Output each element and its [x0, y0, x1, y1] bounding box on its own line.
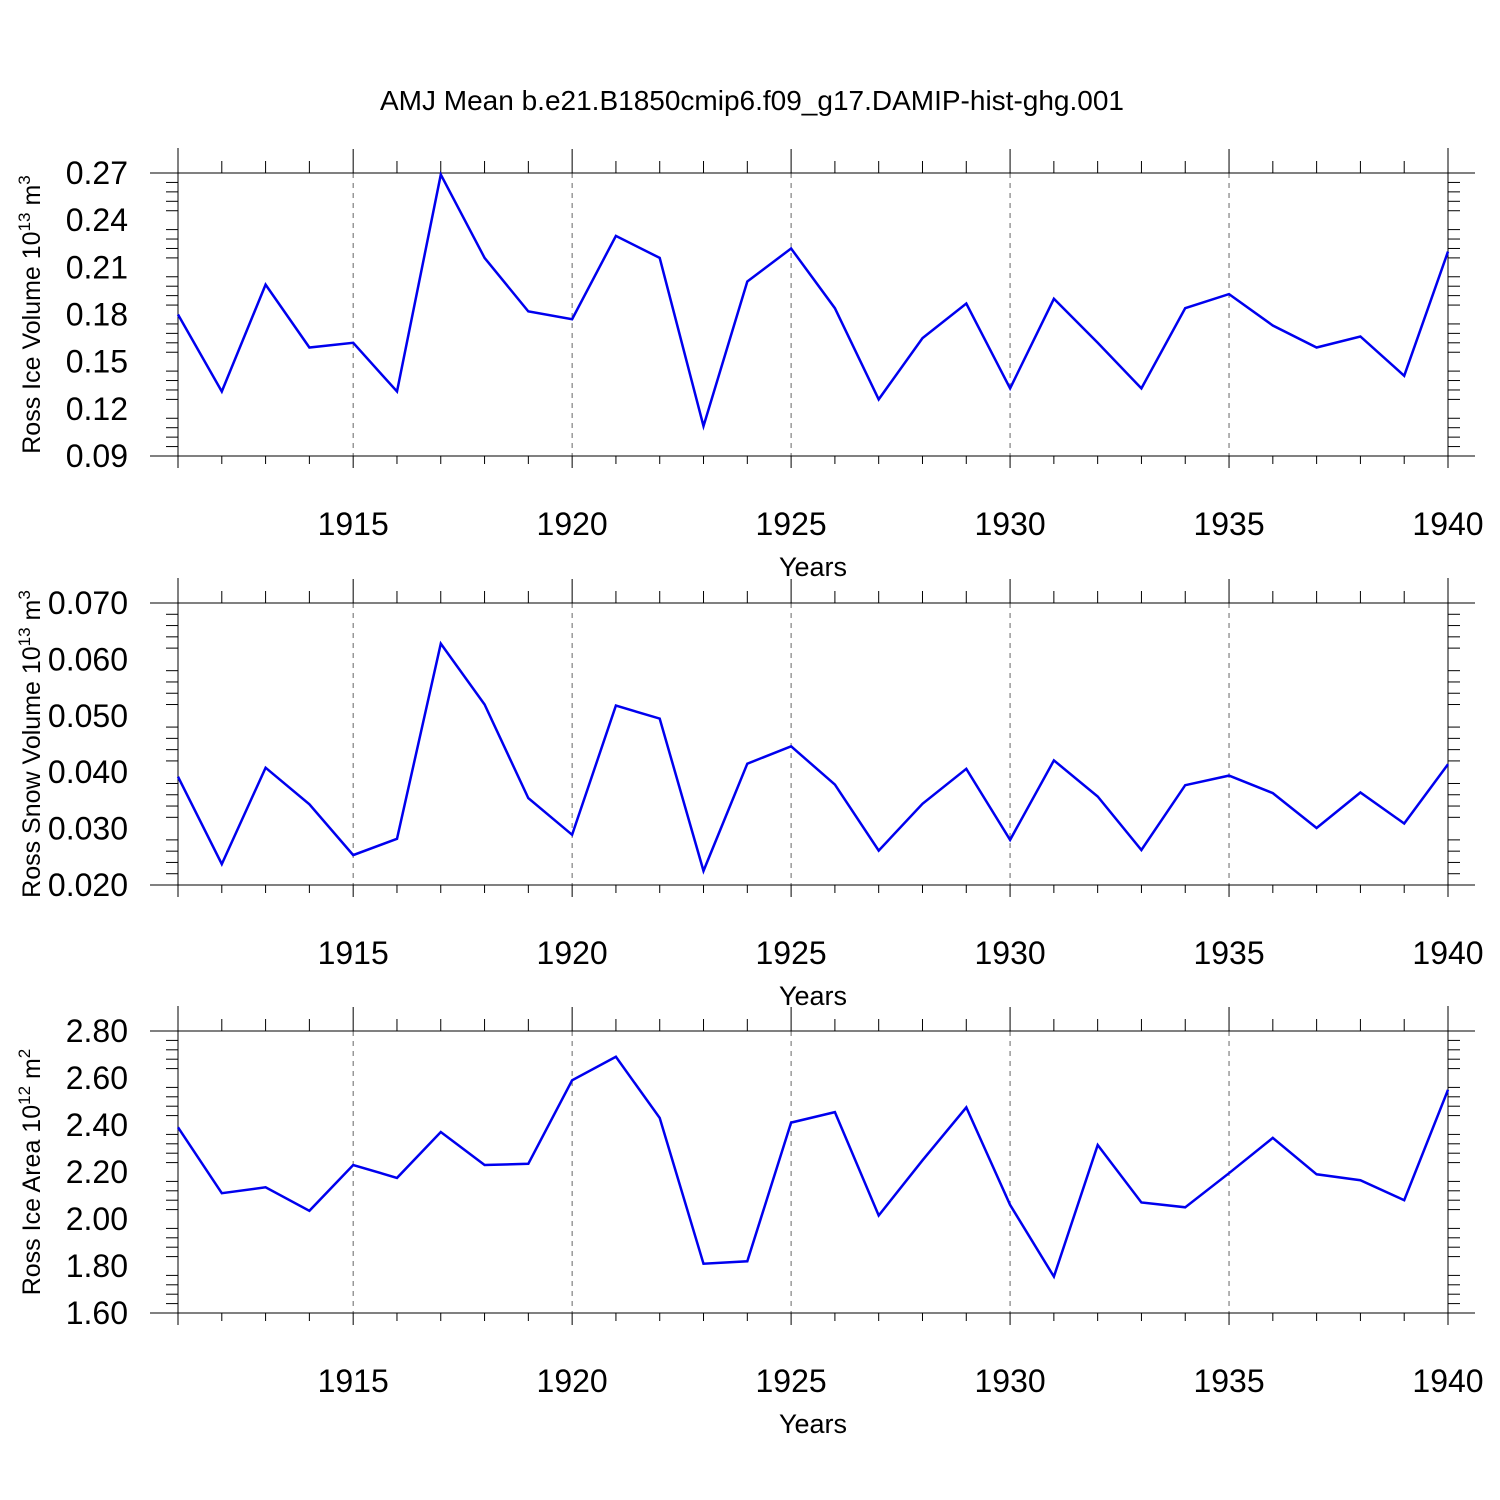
y-tick-label: 0.15 [66, 344, 128, 380]
y-tick-label: 2.40 [66, 1107, 128, 1143]
x-tick-label: 1935 [1193, 1363, 1264, 1399]
y-tick-label: 0.12 [66, 391, 128, 427]
y-axis-label: Ross Ice Volume 1013 m3 [15, 175, 46, 454]
chart-panel-3: 1.60 1.80 2.00 2.20 2.40 2.60 2.80 1915 1920 1925… [15, 1006, 1484, 1439]
x-tick-label: 1925 [756, 506, 827, 542]
series-line [176, 640, 1450, 875]
y-tick-label: 0.030 [48, 811, 128, 847]
x-tick-label: 1920 [537, 935, 608, 971]
x-tick-label: 1915 [318, 1363, 389, 1399]
x-tick-label: 1920 [537, 506, 608, 542]
x-tick-label: 1925 [756, 1363, 827, 1399]
x-axis-label: Years [779, 981, 847, 1011]
x-axis-label: Years [779, 552, 847, 582]
figure-title: AMJ Mean b.e21.B1850cmip6.f09_g17.DAMIP-… [380, 85, 1124, 116]
x-tick-label: 1925 [756, 935, 827, 971]
y-tick-label: 1.80 [66, 1248, 128, 1284]
y-tick-label: 2.60 [66, 1060, 128, 1096]
y-tick-label: 1.60 [66, 1295, 128, 1331]
x-tick-label: 1940 [1412, 506, 1483, 542]
y-tick-label: 2.80 [66, 1013, 128, 1049]
x-tick-label: 1930 [974, 506, 1045, 542]
series-line [176, 170, 1450, 431]
y-tick-label: 0.020 [48, 867, 128, 903]
y-tick-label: 0.27 [66, 155, 128, 191]
chart-panel-2: 0.020 0.030 0.040 0.050 0.060 0.070 1915 1920 19… [15, 578, 1484, 1011]
y-tick-label: 0.21 [66, 249, 128, 285]
x-tick-label: 1930 [974, 935, 1045, 971]
y-tick-label: 0.09 [66, 438, 128, 474]
x-tick-label: 1920 [537, 1363, 608, 1399]
y-tick-label: 0.060 [48, 641, 128, 677]
x-tick-label: 1935 [1193, 935, 1264, 971]
x-tick-label: 1940 [1412, 1363, 1483, 1399]
y-tick-label: 0.24 [66, 202, 128, 238]
y-tick-label: 0.18 [66, 297, 128, 333]
y-axis-label: Ross Ice Area 1012 m2 [15, 1049, 46, 1296]
y-tick-label: 0.050 [48, 698, 128, 734]
panels: 0.09 0.12 0.15 0.18 0.21 0.24 0.27 1915 1920 1925… [15, 148, 1484, 1439]
x-tick-label: 1915 [318, 506, 389, 542]
series-line [176, 1055, 1450, 1280]
y-axis-label: Ross Snow Volume 1013 m3 [15, 590, 46, 898]
y-tick-label: 2.00 [66, 1201, 128, 1237]
x-tick-label: 1940 [1412, 935, 1483, 971]
chart-panel-1: 0.09 0.12 0.15 0.18 0.21 0.24 0.27 1915 1920 1925… [15, 148, 1484, 582]
y-tick-label: 0.040 [48, 754, 128, 790]
x-axis-label: Years [779, 1409, 847, 1439]
x-tick-label: 1915 [318, 935, 389, 971]
x-tick-label: 1930 [974, 1363, 1045, 1399]
y-tick-label: 2.20 [66, 1154, 128, 1190]
x-tick-label: 1935 [1193, 506, 1264, 542]
y-tick-label: 0.070 [48, 585, 128, 621]
